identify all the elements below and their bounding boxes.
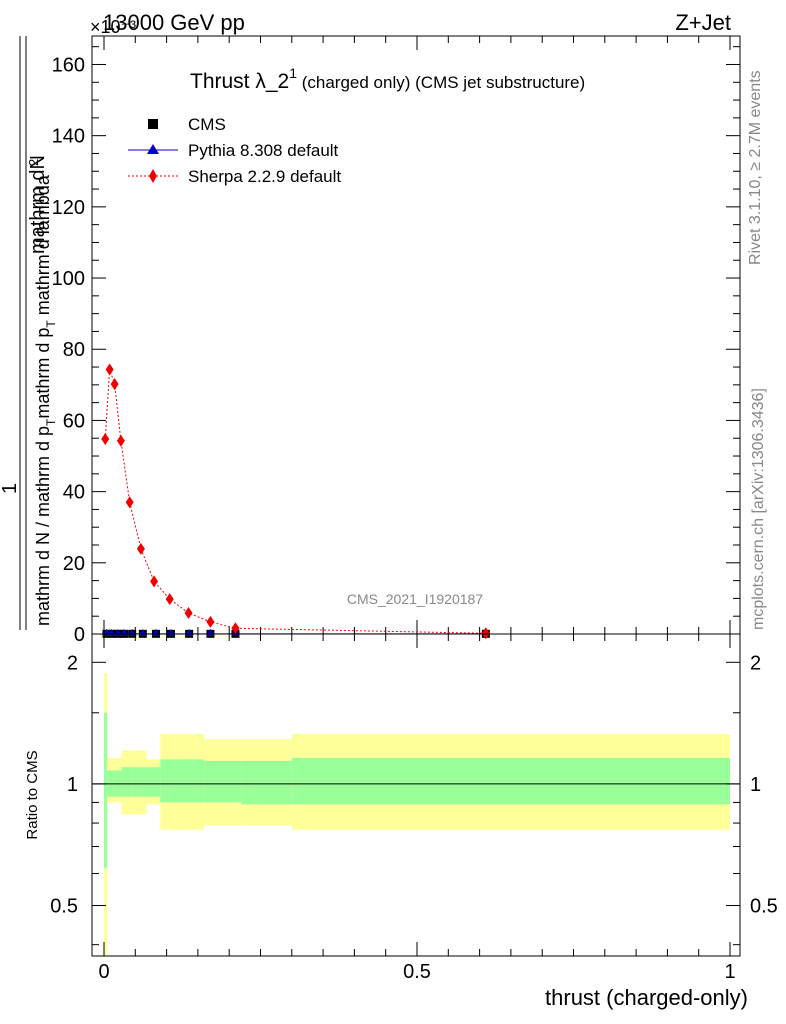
y-tick-label: 0 <box>74 624 85 646</box>
sherpa-point <box>231 622 240 635</box>
ratio-inner-band <box>160 759 189 803</box>
ratio-inner-band <box>146 767 161 797</box>
sherpa-point <box>184 606 193 619</box>
main-y-ticks: 0 20 40 60 80 100 120 140 160 <box>52 46 740 646</box>
ratio-inner-band <box>104 712 108 868</box>
ratio-frame <box>91 633 741 957</box>
ylabel-numerator: mathrm dN <box>27 155 49 254</box>
legend-pythia-label: Pythia 8.308 default <box>188 141 339 160</box>
x-axis-label: thrust (charged-only) <box>545 985 748 1010</box>
y-tick-label: 100 <box>52 268 85 290</box>
y-tick-label: 80 <box>63 339 85 361</box>
ratio-y-tick-label-right: 2 <box>750 652 761 674</box>
legend-sherpa-label: Sherpa 2.2.9 default <box>188 167 341 186</box>
ratio-y-tick-label-right: 1 <box>750 774 761 796</box>
legend-sherpa-marker <box>149 169 157 183</box>
plot-title: Thrust λ_21 (charged only) (CMS jet subs… <box>190 65 585 93</box>
sherpa-point <box>481 627 490 640</box>
y-tick-label: 60 <box>63 410 85 432</box>
ylabel-denominator: mathrm d N / mathrm d pTmathrm d pT math… <box>33 174 58 626</box>
sherpa-point <box>150 575 159 588</box>
ratio-panel: 0 0.5 1 0.5 0.5 1 1 2 2 Ratio to CMS thrust (cha… <box>24 633 778 1010</box>
analysis-watermark: CMS_2021_I1920187 <box>347 591 483 607</box>
x-tick-label: 0.5 <box>403 961 431 983</box>
sherpa-point <box>116 434 125 447</box>
ratio-inner-band <box>188 759 205 803</box>
y-tick-label: 160 <box>52 54 85 76</box>
y-tick-label: 140 <box>52 126 85 148</box>
ratio-ylabel: Ratio to CMS <box>24 750 41 839</box>
sherpa-line <box>104 369 486 634</box>
ylabel-numerator-sup: 2 <box>26 159 41 166</box>
sherpa-point <box>125 496 134 509</box>
y-tick-label: 20 <box>63 553 85 575</box>
ratio-inner-band <box>121 767 133 797</box>
ratio-inner-band <box>241 760 292 805</box>
x-tick-label: 1 <box>724 961 735 983</box>
ratio-ticks: 0 0.5 1 0.5 0.5 1 1 2 2 <box>50 634 778 983</box>
main-y-axis-label: mathrm dN 2 1 mathrm d N / mathrm d pTma… <box>0 36 58 630</box>
y-tick-label: 120 <box>52 197 85 219</box>
ratio-y-tick-label: 0.5 <box>50 896 78 918</box>
ratio-y-tick-label-right: 0.5 <box>750 896 778 918</box>
ratio-inner-band <box>291 757 730 805</box>
legend-cms-label: CMS <box>188 115 226 134</box>
ratio-inner-band <box>132 767 147 797</box>
main-panel: 0 20 40 60 80 100 120 140 160 Thrust λ_21 (charg… <box>0 35 741 646</box>
y-tick-label: 40 <box>63 482 85 504</box>
sherpa-point <box>105 363 114 376</box>
axis-exponent: ×10⁻³ <box>90 17 136 37</box>
ylabel-one: 1 <box>0 483 21 494</box>
sherpa-point <box>165 593 174 606</box>
ratio-bands <box>104 673 730 956</box>
rivet-label: Rivet 3.1.10, ≥ 2.7M events <box>747 70 764 265</box>
sherpa-point <box>101 432 110 445</box>
ratio-inner-band <box>204 760 242 803</box>
process-label: Z+Jet <box>675 10 731 35</box>
energy-label: 13000 GeV pp <box>103 10 245 35</box>
mcplots-label: mcplots.cern.ch [arXiv:1306.3436] <box>750 388 767 630</box>
sherpa-point <box>206 615 215 628</box>
sherpa-point <box>110 378 119 391</box>
legend: CMS Pythia 8.308 default Sherpa 2.2.9 de… <box>128 115 341 186</box>
sherpa-point <box>136 542 145 555</box>
ratio-y-tick-label: 1 <box>67 774 78 796</box>
x-tick-label: 0 <box>98 961 109 983</box>
legend-pythia-marker <box>147 144 159 154</box>
ratio-y-tick-label: 2 <box>67 652 78 674</box>
legend-cms-marker <box>148 119 158 129</box>
